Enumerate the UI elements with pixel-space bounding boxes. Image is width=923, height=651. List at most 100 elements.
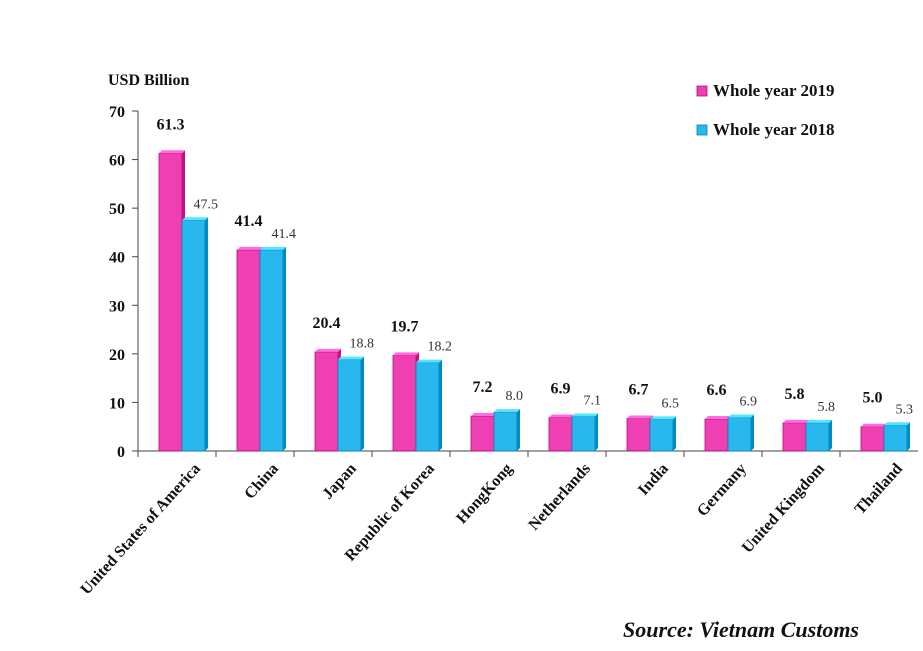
bar-2018-front — [415, 362, 440, 452]
bar-2018-top — [806, 419, 832, 423]
legend: Whole year 2019 Whole year 2018 — [696, 81, 835, 139]
value-label-2018: 5.8 — [818, 400, 836, 415]
bar-2019-front — [704, 418, 729, 452]
bar-2019-top — [783, 419, 809, 423]
value-label-2019: 41.4 — [235, 213, 263, 230]
y-axis-title: USD Billion — [108, 72, 189, 89]
y-tick-label: 60 — [109, 153, 125, 170]
value-label-2018: 8.0 — [506, 389, 524, 404]
value-label-2018: 18.8 — [350, 337, 375, 352]
bar-2018-top — [650, 416, 676, 420]
y-tick-label: 40 — [109, 250, 125, 267]
bar-2018-front — [727, 417, 752, 452]
value-label-2019: 5.8 — [785, 386, 805, 403]
legend-label-2019: Whole year 2019 — [713, 81, 835, 100]
bar-2018-top — [182, 217, 208, 221]
bar-2019-front — [860, 426, 885, 452]
bar-2019 — [782, 419, 809, 452]
bar-2019-top — [705, 415, 731, 419]
value-label-2019: 6.6 — [707, 382, 727, 399]
value-label-2018: 47.5 — [194, 197, 219, 212]
bar-2018-front — [571, 416, 596, 452]
bar-2019 — [314, 348, 341, 452]
bar-2019-front — [314, 351, 339, 452]
bar-2018-side — [673, 416, 676, 451]
category-label: China — [241, 460, 282, 502]
bar-2019 — [626, 415, 653, 452]
value-label-2019: 5.0 — [863, 390, 883, 407]
bar-2019 — [704, 415, 731, 452]
legend-label-2018: Whole year 2018 — [713, 120, 835, 139]
bar-2018-front — [493, 411, 518, 452]
bar-2019-front — [626, 418, 651, 452]
bar-2018-front — [649, 419, 674, 452]
bar-2019-front — [236, 249, 261, 452]
bar-2019-top — [471, 413, 497, 417]
bar-2019 — [470, 413, 497, 452]
bar-2019-front — [392, 354, 417, 452]
bar-2018-front — [805, 422, 830, 452]
bar-2019-front — [158, 152, 183, 452]
bar-2018-side — [907, 422, 910, 451]
value-label-2018: 18.2 — [428, 340, 453, 355]
source-note: Source: Vietnam Customs — [623, 617, 859, 642]
bar-2019-top — [237, 246, 263, 250]
value-label-2019: 6.9 — [551, 380, 571, 397]
bar-2018-top — [572, 413, 598, 417]
bar-2019-top — [159, 150, 185, 154]
bar-2018 — [883, 422, 910, 452]
bar-2018-side — [283, 246, 286, 451]
y-tick-label: 50 — [109, 201, 125, 218]
bar-2018 — [649, 416, 676, 452]
bar-2019-top — [315, 348, 341, 352]
bar-2019-front — [782, 422, 807, 452]
bar-2019 — [158, 150, 185, 452]
category-label: United States of America — [77, 460, 204, 598]
y-tick-label: 20 — [109, 347, 125, 364]
bar-2018-top — [338, 356, 364, 360]
value-label-2019: 61.3 — [157, 116, 185, 133]
bar-2018-top — [728, 414, 754, 418]
bar-2019-front — [470, 415, 495, 452]
value-label-layer: 61.3 47.5 41.4 41.4 20.4 18.8 19.7 18.2 7.2 8.0 6.… — [157, 116, 914, 417]
bar-2018-top — [260, 246, 286, 250]
bar-2018 — [805, 419, 832, 452]
value-label-2018: 6.5 — [662, 396, 680, 411]
bar-2018-side — [751, 414, 754, 451]
bar-2019 — [860, 423, 887, 452]
y-tick-label: 30 — [109, 298, 125, 315]
bar-2018-front — [883, 424, 908, 452]
category-label: Germany — [694, 460, 750, 520]
bar-2019-top — [393, 352, 419, 356]
y-tick-label: 70 — [109, 104, 125, 121]
bar-2018-front — [181, 219, 206, 452]
legend-swatch-2019 — [696, 85, 708, 97]
value-label-2019: 19.7 — [391, 318, 419, 335]
category-label: Japan — [319, 460, 360, 503]
axis-layer: 0 10 20 30 40 50 60 70 — [109, 104, 918, 461]
value-label-2019: 20.4 — [313, 315, 341, 332]
bar-2018-top — [884, 422, 910, 426]
bar-2018 — [415, 359, 442, 452]
value-label-2018: 7.1 — [584, 394, 602, 409]
bar-2018 — [571, 413, 598, 452]
value-label-2018: 41.4 — [272, 227, 297, 242]
bar-2018-top — [416, 359, 442, 363]
bar-2018-side — [361, 356, 364, 451]
value-label-2019: 6.7 — [629, 381, 649, 398]
bar-2018-front — [337, 359, 362, 452]
category-label: Netherlands — [525, 460, 594, 533]
value-label-2018: 6.9 — [740, 394, 758, 409]
bar-2019-front — [548, 417, 573, 452]
bar-2018-top — [494, 409, 520, 413]
bar-2018-front — [259, 249, 284, 452]
bar-2018-side — [439, 359, 442, 451]
value-label-2019: 7.2 — [473, 379, 493, 396]
y-tick-label: 0 — [117, 444, 125, 461]
category-label: Thailand — [852, 460, 906, 518]
category-label: India — [635, 460, 672, 498]
value-label-2018: 5.3 — [896, 402, 914, 417]
bar-2019 — [392, 352, 419, 452]
bar-2018-side — [829, 419, 832, 451]
